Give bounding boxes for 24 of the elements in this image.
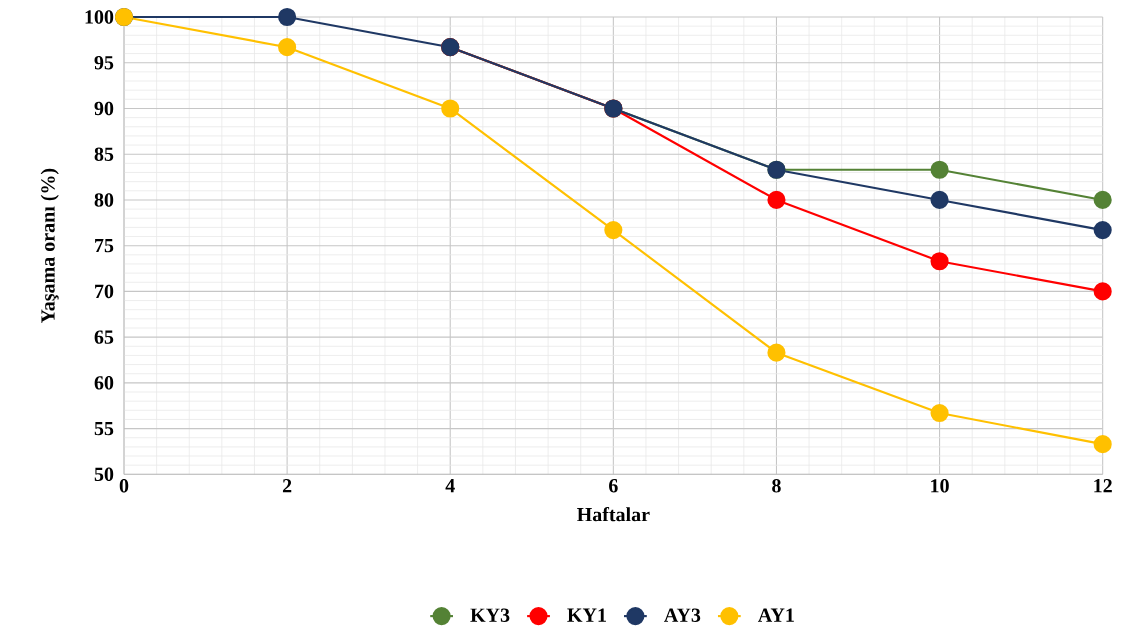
legend-label: KY3 [470,608,510,622]
y-tick-label: 65 [94,330,114,344]
x-axis-title: Haftalar [577,507,650,522]
legend-label: AY3 [664,608,701,622]
legend-label: KY1 [567,608,606,622]
x-tick-label: 4 [445,479,455,493]
x-tick-label: 6 [609,479,618,493]
x-tick-label: 10 [931,479,949,493]
x-tick-label: 0 [119,479,129,493]
y-tick-label: 90 [94,101,114,116]
y-tick-label: 75 [95,239,114,253]
y-tick-label: 70 [95,284,114,299]
y-tick-label: 100 [85,10,114,24]
x-tick-label: 2 [282,479,292,493]
y-tick-label: 85 [94,147,114,161]
y-axis-title: Yaşama oranı (%) [40,168,59,324]
y-tick-label: 55 [94,421,114,436]
legend-label: AY1 [757,608,794,622]
y-tick-label: 60 [94,376,114,390]
y-tick-label: 50 [94,467,114,482]
x-tick-label: 12 [1094,479,1112,493]
y-tick-label: 80 [94,193,114,207]
y-tick-label: 95 [94,56,114,70]
x-tick-label: 8 [772,479,781,493]
